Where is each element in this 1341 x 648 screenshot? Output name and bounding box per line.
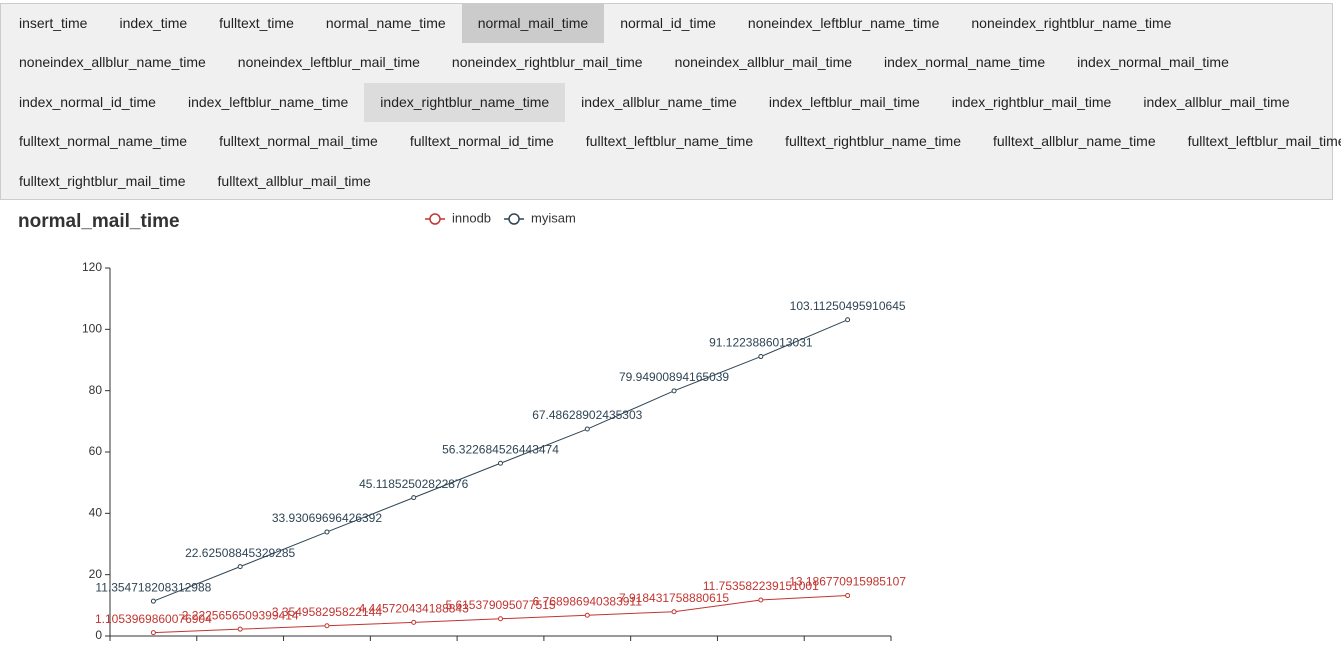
tab[interactable]: index_normal_mail_time <box>1077 54 1229 71</box>
tab[interactable]: noneindex_allblur_name_time <box>19 54 206 71</box>
point <box>584 612 590 618</box>
tab-row: index_normal_id_time index_leftblur_name_… <box>3 82 1332 122</box>
value-label: 22.62508845329285 <box>185 546 295 560</box>
point <box>498 460 503 466</box>
value-label: 91.1223886013031 <box>709 336 813 350</box>
tab[interactable]: index_rightblur_name_time <box>364 82 566 122</box>
tab[interactable]: fulltext_normal_name_time <box>19 133 188 150</box>
tab[interactable]: noneindex_rightblur_name_time <box>971 15 1172 31</box>
tab[interactable]: index_allblur_mail_time <box>1143 93 1290 110</box>
tab[interactable]: fulltext_time <box>219 15 294 31</box>
legend-label: myisam <box>531 210 576 225</box>
value-label: 11.753582239151001 <box>703 579 819 593</box>
value-label: 103.11250495910645 <box>790 299 906 313</box>
point <box>150 598 156 604</box>
value-label: 7.918431758880615 <box>619 591 729 605</box>
tab[interactable]: fulltext_leftblur_name_time <box>585 133 754 150</box>
tab[interactable]: noneindex_leftblur_mail_time <box>237 54 420 71</box>
tab-row: noneindex_allblur_name_time noneindex_lef… <box>3 43 1332 82</box>
tab[interactable]: fulltext_rightblur_name_time <box>785 133 961 150</box>
point <box>237 626 243 632</box>
value-label: 11.354718208312988 <box>95 580 211 594</box>
point <box>584 426 590 432</box>
y-tick-label: 40 <box>89 506 103 520</box>
point <box>671 388 677 394</box>
point <box>498 616 503 622</box>
point <box>845 317 851 323</box>
tab[interactable]: noneindex_rightblur_mail_time <box>451 54 643 71</box>
tab-row: fulltext_normal_name_time fulltext_normal… <box>3 122 1341 161</box>
tab[interactable]: fulltext_normal_id_time <box>409 133 554 150</box>
y-tick-label: 20 <box>89 567 103 581</box>
tab[interactable]: index_time <box>119 15 188 31</box>
tab[interactable]: fulltext_normal_mail_time <box>219 133 378 150</box>
tab-row: fulltext_rightblur_mail_time fulltext_all… <box>3 162 1332 201</box>
chart-title: normal_mail_time <box>18 211 180 232</box>
tab[interactable]: index_leftblur_name_time <box>187 93 349 110</box>
value-label: 79.94900894165039 <box>619 370 729 384</box>
legend-icon-marker <box>508 213 520 225</box>
tab[interactable]: index_rightblur_mail_time <box>951 93 1112 110</box>
point <box>237 564 243 570</box>
tab[interactable]: index_leftblur_mail_time <box>768 93 920 110</box>
tab[interactable]: fulltext_leftblur_mail_time <box>1187 133 1341 150</box>
y-tick-label: 100 <box>82 322 102 336</box>
tab[interactable]: fulltext_allblur_name_time <box>992 133 1156 150</box>
point <box>758 597 764 603</box>
point <box>845 593 851 599</box>
value-label: 45.11852502822876 <box>359 477 469 491</box>
y-tick-label: 120 <box>82 260 102 274</box>
value-label: 5.615379095077515 <box>445 598 555 612</box>
legend-icon-marker <box>429 213 441 225</box>
y-tick-label: 60 <box>89 444 103 458</box>
tab[interactable]: index_normal_id_time <box>19 93 156 110</box>
value-label: 13.186770915985107 <box>789 575 906 589</box>
point <box>324 529 330 535</box>
point <box>150 630 156 636</box>
tab[interactable]: normal_id_time <box>620 15 716 31</box>
tab-row: insert_time index_time fulltext_time normal… <box>3 4 1332 43</box>
tab[interactable]: insert_time <box>19 15 88 31</box>
y-tick-label: 80 <box>89 383 103 397</box>
tab-panel: insert_time index_time fulltext_time normal… <box>0 3 1341 201</box>
tab[interactable]: fulltext_rightblur_mail_time <box>19 172 186 189</box>
value-label: 67.48628902435303 <box>532 408 642 422</box>
value-label: 4.445720434188843 <box>359 602 469 616</box>
value-label: 6.768986940383911 <box>533 594 643 608</box>
value-label: 1.1053969860076904 <box>95 612 212 626</box>
legend-label: innodb <box>452 210 491 225</box>
value-label: 33.93069696426392 <box>272 511 382 525</box>
tab[interactable]: fulltext_allblur_mail_time <box>217 172 371 189</box>
value-label: 56.322684526443474 <box>442 442 559 456</box>
tab[interactable]: index_allblur_name_time <box>581 93 737 110</box>
tab[interactable]: index_normal_name_time <box>884 54 1046 71</box>
value-label: 2.2225656509399414 <box>182 608 299 622</box>
point <box>758 354 764 360</box>
tab[interactable]: noneindex_allblur_mail_time <box>674 54 853 71</box>
tab[interactable]: noneindex_leftblur_name_time <box>747 15 940 31</box>
y-tick-label: 0 <box>95 628 102 642</box>
value-label: 3.354958295822144 <box>272 605 382 619</box>
tab[interactable]: normal_mail_time <box>461 4 605 43</box>
point <box>671 609 677 615</box>
point <box>411 495 417 501</box>
point <box>411 619 417 625</box>
tab[interactable]: normal_name_time <box>325 15 446 31</box>
point <box>324 623 330 629</box>
